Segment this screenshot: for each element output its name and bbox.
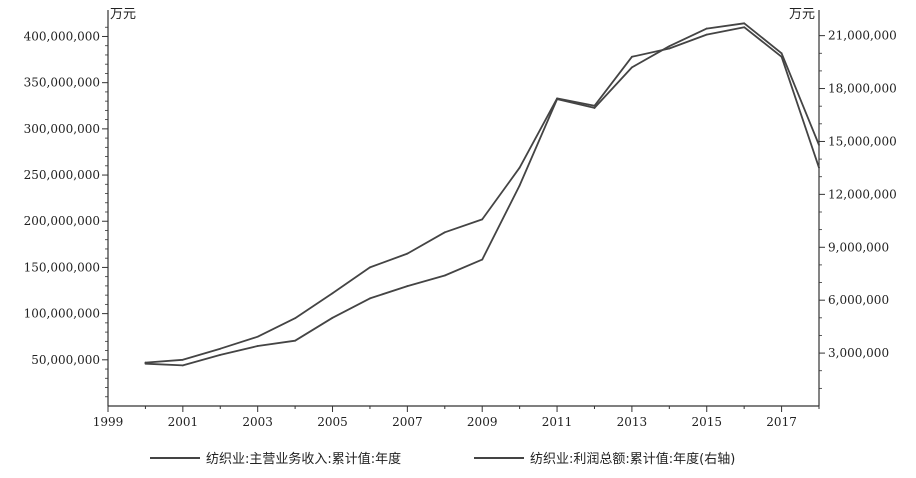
data-point-profit <box>818 144 820 146</box>
legend-line-revenue <box>150 456 200 459</box>
data-point-revenue <box>256 335 259 338</box>
data-point-profit <box>331 316 334 319</box>
legend-label-profit: 纺织业:利润总额:累计值:年度(右轴) <box>530 452 736 467</box>
right-y-tick-label: 3,000,000 <box>828 346 889 360</box>
right-y-tick-label: 18,000,000 <box>828 82 897 96</box>
data-point-revenue <box>668 47 671 50</box>
data-point-revenue <box>630 55 633 58</box>
left-y-tick-label: 300,000,000 <box>24 122 100 136</box>
data-point-revenue <box>818 166 820 169</box>
data-point-revenue <box>705 33 708 36</box>
right-y-tick-label: 12,000,000 <box>828 187 897 201</box>
data-point-profit <box>294 339 297 342</box>
data-point-revenue <box>219 347 222 350</box>
data-point-profit <box>144 362 147 365</box>
data-point-profit <box>181 364 184 367</box>
right-axis-unit: 万元 <box>789 7 815 22</box>
x-tick-label: 2009 <box>467 415 498 429</box>
x-tick-label: 2011 <box>542 415 573 429</box>
left-y-tick-label: 100,000,000 <box>24 307 100 321</box>
left-y-tick-label: 400,000,000 <box>24 29 100 43</box>
series-layer <box>144 22 820 367</box>
legend: 纺织业:主营业务收入:累计值:年度 纺织业:利润总额:累计值:年度(右轴) <box>0 448 916 472</box>
left-y-tick-label: 50,000,000 <box>31 353 100 367</box>
data-point-profit <box>780 52 783 55</box>
right-y-tick-label: 6,000,000 <box>828 293 889 307</box>
left-y-tick-label: 150,000,000 <box>24 260 100 274</box>
data-point-revenue <box>443 231 446 234</box>
left-y-tick-label: 350,000,000 <box>24 76 100 90</box>
legend-item-revenue: 纺织业:主营业务收入:累计值:年度 <box>150 448 401 467</box>
data-point-profit <box>369 297 371 300</box>
data-point-profit <box>705 27 708 30</box>
data-point-profit <box>219 353 222 356</box>
left-y-tick-label: 200,000,000 <box>24 214 100 228</box>
x-tick-label: 2005 <box>317 415 348 429</box>
data-point-profit <box>668 45 671 48</box>
series-line-revenue <box>145 26 820 364</box>
left-axis-unit: 万元 <box>110 7 136 22</box>
x-tick-label: 2007 <box>392 415 423 429</box>
data-point-profit <box>743 22 746 25</box>
legend-item-profit: 纺织业:利润总额:累计值:年度(右轴) <box>474 448 735 467</box>
data-point-revenue <box>406 252 409 255</box>
legend-label-revenue: 纺织业:主营业务收入:累计值:年度 <box>206 452 402 467</box>
data-point-profit <box>406 285 409 287</box>
data-point-profit <box>630 66 633 69</box>
data-point-profit <box>443 274 446 277</box>
x-tick-label: 2015 <box>691 415 722 429</box>
data-point-profit <box>518 184 521 187</box>
x-tick-label: 2001 <box>168 415 199 429</box>
data-point-revenue <box>481 218 484 221</box>
x-tick-label: 1999 <box>93 415 124 429</box>
right-y-tick-label: 21,000,000 <box>828 29 897 43</box>
data-point-profit <box>556 98 558 101</box>
x-tick-label: 2013 <box>617 415 648 429</box>
data-point-revenue <box>518 166 521 169</box>
data-point-profit <box>481 258 484 261</box>
data-point-revenue <box>743 26 746 29</box>
right-y-tick-label: 15,000,000 <box>828 134 897 148</box>
x-tick-label: 2003 <box>242 415 273 429</box>
data-point-profit <box>256 345 259 347</box>
right-y-tick-label: 9,000,000 <box>828 240 889 254</box>
left-y-tick-label: 250,000,000 <box>24 168 100 182</box>
series-line-profit <box>145 22 820 367</box>
x-tick-label: 2017 <box>766 415 797 429</box>
axes: 50,000,000 100,000,000 150,000,000 200,000,… <box>24 10 897 429</box>
data-point-profit <box>593 107 596 109</box>
data-point-revenue <box>294 317 297 320</box>
legend-line-profit <box>474 456 524 459</box>
data-point-revenue <box>181 358 184 361</box>
data-point-revenue <box>331 292 334 295</box>
data-point-revenue <box>369 266 371 269</box>
